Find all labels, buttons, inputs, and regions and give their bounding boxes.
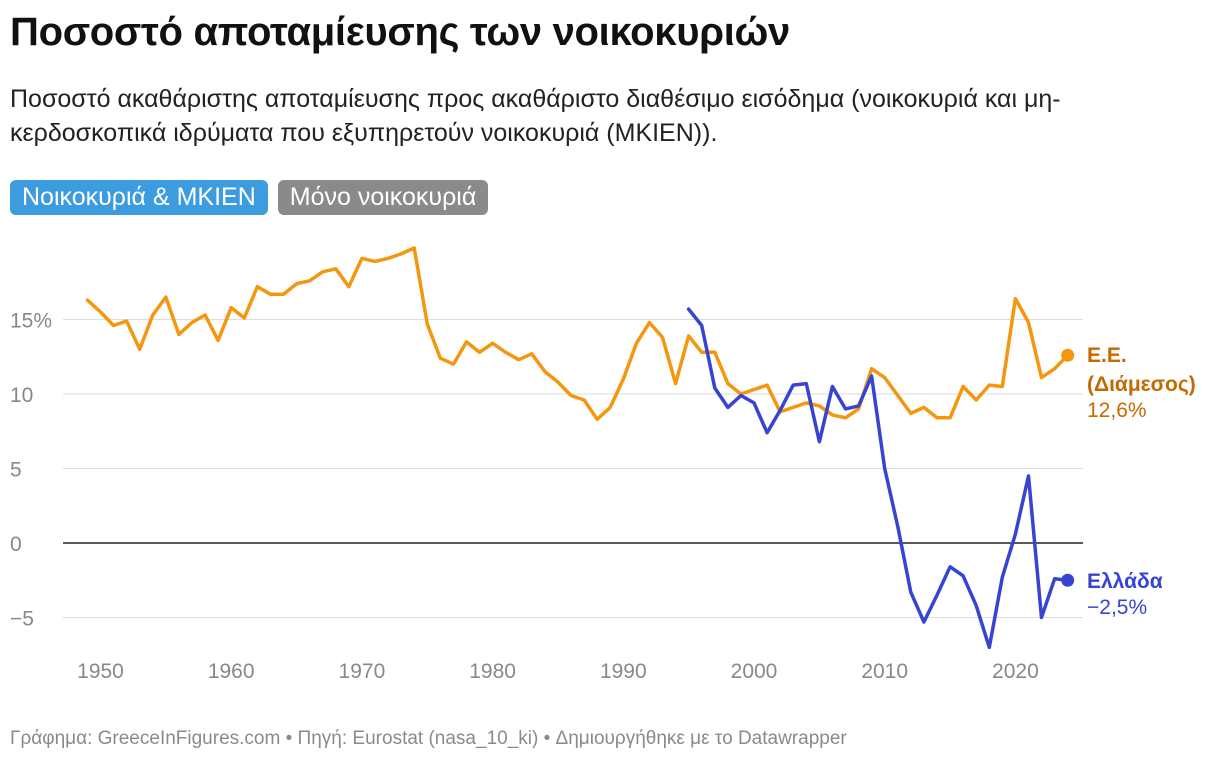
series-line-eu [85, 246, 1070, 422]
series-line-greece [686, 307, 1070, 650]
chart-subtitle: Ποσοστό ακαθάριστης αποταμίευσης προς ακ… [10, 85, 1061, 147]
chart-title: Ποσοστό αποταμίευσης των νοικοκυριών [10, 10, 790, 54]
y-tick-label: 5 [10, 459, 22, 482]
tab-households-only[interactable]: Μόνο νοικοκυριά [277, 180, 489, 215]
series-end-marker [1061, 348, 1075, 362]
x-tick-label: 2020 [992, 660, 1039, 683]
y-tick-label: 15% [10, 310, 52, 333]
x-tick-label: 1970 [339, 660, 386, 683]
y-tick-label: 10 [10, 384, 33, 407]
x-tick-label: 1980 [469, 660, 516, 683]
x-tick-label: 2000 [731, 660, 778, 683]
tab-households-and-npish[interactable]: Νοικοκυριά & ΜΚΙΕΝ [10, 180, 268, 215]
series-label: Ε.Ε. [1087, 344, 1127, 367]
series-label: Ελλάδα [1087, 570, 1163, 593]
series-end-marker [1061, 573, 1075, 587]
y-tick-label: −5 [10, 608, 34, 631]
line-chart: 15% 10 5 0 −5 1950 1960 1970 1980 1990 2000 2010 202… [10, 246, 1196, 683]
x-tick-label: 1950 [77, 660, 124, 683]
series-label: (Διάμεσος) [1087, 373, 1196, 396]
series-toggle: Νοικοκυριά & ΜΚΙΕΝ Μόνο νοικοκυριά [10, 180, 489, 215]
series-value-label: −2,5% [1087, 596, 1147, 619]
x-tick-label: 1960 [208, 660, 255, 683]
x-tick-label: 1990 [600, 660, 647, 683]
series-value-label: 12,6% [1087, 399, 1147, 422]
y-tick-label: 0 [10, 533, 22, 556]
chart-footer: Γράφημα: GreeceInFigures.com • Πηγή: Eur… [10, 728, 847, 749]
x-tick-label: 2010 [861, 660, 908, 683]
